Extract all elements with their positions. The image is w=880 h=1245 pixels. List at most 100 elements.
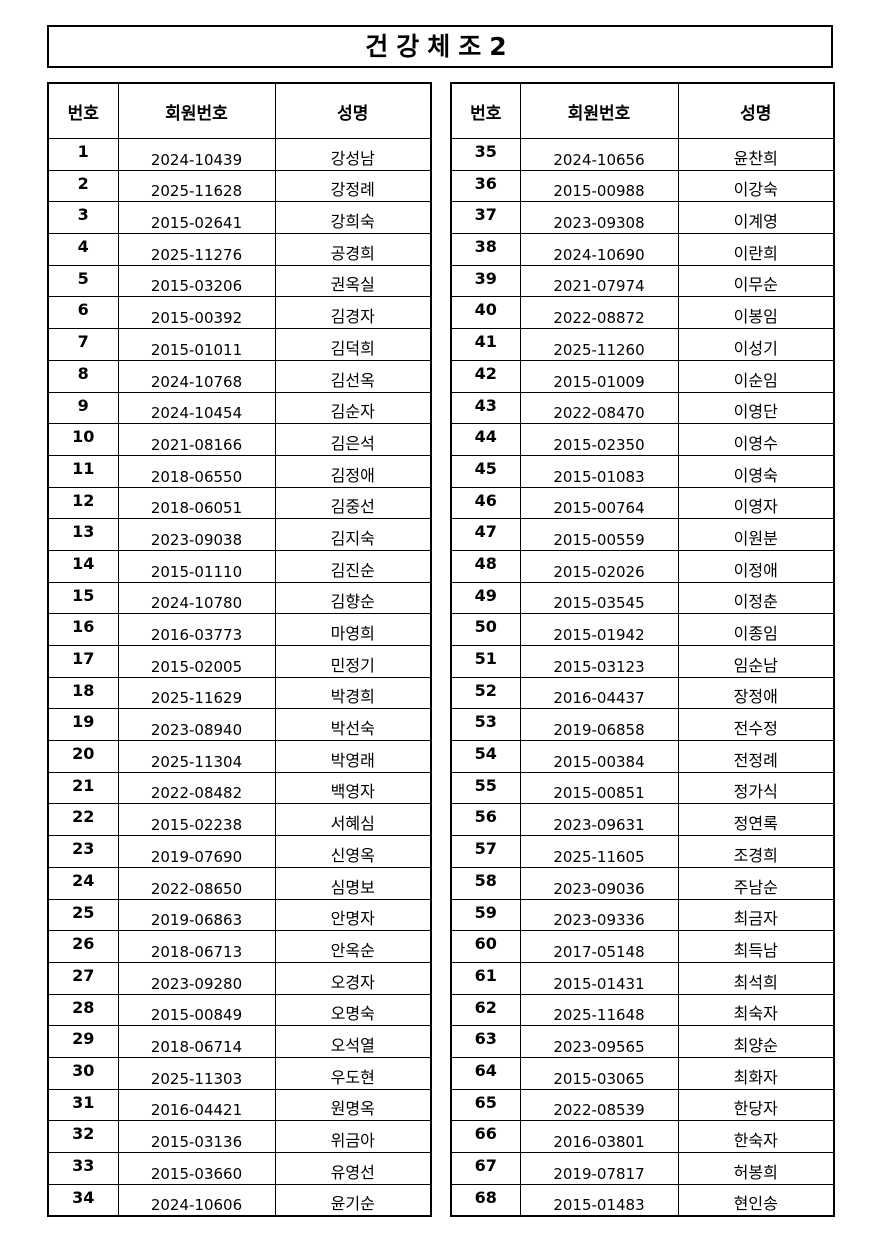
row-number: 48 [450,549,521,583]
member-id: 2015-01942 [519,613,679,646]
member-name: 전수정 [677,708,835,742]
member-name: 이영수 [677,423,835,456]
member-name: 박경희 [274,676,432,710]
table-row: 66 2016-03801 한숙자 [450,1120,835,1153]
member-id: 2023-09308 [519,201,679,235]
row-number: 10 [47,423,119,456]
member-id: 2024-10454 [117,391,276,425]
table-row: 59 2023-09336 최금자 [450,898,835,932]
member-name: 이순임 [677,359,835,393]
member-name: 최숙자 [677,993,835,1027]
member-name: 민정기 [274,645,432,678]
row-number: 22 [47,803,119,837]
member-name: 김정애 [274,454,432,488]
table-row: 42 2015-01009 이순임 [450,359,835,393]
row-number: 17 [47,645,119,678]
row-number: 20 [47,740,119,773]
table-row: 10 2021-08166 김은석 [47,423,432,456]
table-row: 30 2025-11303 우도현 [47,1056,432,1090]
member-id: 2025-11303 [117,1056,276,1090]
table-row: 48 2015-02026 이정애 [450,549,835,583]
row-number: 30 [47,1056,119,1090]
member-id: 2015-03065 [519,1056,679,1090]
member-id: 2022-08482 [117,771,276,805]
table-row: 61 2015-01431 최석희 [450,961,835,995]
member-name: 윤찬희 [677,138,835,171]
table-row: 16 2016-03773 마영희 [47,613,432,646]
table-row: 9 2024-10454 김순자 [47,391,432,425]
row-number: 15 [47,581,119,615]
member-name: 이봉임 [677,296,835,330]
member-name: 한숙자 [677,1120,835,1153]
member-id: 2025-11605 [519,835,679,868]
member-name: 허봉희 [677,1152,835,1185]
member-id: 2019-07817 [519,1152,679,1185]
column-header: 성명 [677,82,835,139]
table-header: 번호 회원번호 성명 [47,82,432,139]
member-name: 공경희 [274,233,432,266]
member-name: 조경희 [677,835,835,868]
table-row: 23 2019-07690 신영옥 [47,835,432,868]
row-number: 1 [47,138,119,171]
table-row: 15 2024-10780 김향순 [47,581,432,615]
table-row: 19 2023-08940 박선숙 [47,708,432,742]
table-row: 41 2025-11260 이성기 [450,328,835,361]
member-id: 2015-02005 [117,645,276,678]
member-id: 2023-09631 [519,803,679,837]
row-number: 33 [47,1152,119,1185]
row-number: 61 [450,961,521,995]
member-id: 2015-00764 [519,486,679,520]
table-row: 20 2025-11304 박영래 [47,740,432,773]
member-name: 김선옥 [274,359,432,393]
table-row: 52 2016-04437 장정애 [450,676,835,710]
column-header: 성명 [274,82,432,139]
member-id: 2019-06858 [519,708,679,742]
row-number: 21 [47,771,119,805]
table-row: 54 2015-00384 전정례 [450,740,835,773]
column-header: 번호 [47,82,119,139]
member-name: 권옥실 [274,264,432,298]
member-name: 유영선 [274,1152,432,1185]
member-id: 2016-03801 [519,1120,679,1153]
member-name: 원명옥 [274,1088,432,1122]
member-name: 강성남 [274,138,432,171]
page-title: 건강체조2 [47,25,833,68]
member-name: 서혜심 [274,803,432,837]
member-id: 2023-09280 [117,961,276,995]
row-number: 64 [450,1056,521,1090]
table-row: 67 2019-07817 허봉희 [450,1152,835,1185]
table-row: 26 2018-06713 안옥순 [47,930,432,963]
member-id: 2025-11304 [117,740,276,773]
row-number: 13 [47,518,119,551]
member-id: 2022-08872 [519,296,679,330]
table-row: 57 2025-11605 조경희 [450,835,835,868]
member-id: 2023-08940 [117,708,276,742]
row-number: 49 [450,581,521,615]
row-number: 19 [47,708,119,742]
row-number: 9 [47,391,119,425]
row-number: 47 [450,518,521,551]
row-number: 35 [450,138,521,171]
row-number: 5 [47,264,119,298]
member-table: 번호 회원번호 성명 35 2024-10656 윤찬희 36 2015-00988 이강숙 37… [450,82,835,1218]
table-row: 21 2022-08482 백영자 [47,771,432,805]
member-id: 2016-04421 [117,1088,276,1122]
table-row: 43 2022-08470 이영단 [450,391,835,425]
member-id: 2015-01110 [117,549,276,583]
table-row: 11 2018-06550 김정애 [47,454,432,488]
member-name: 이강숙 [677,169,835,203]
member-name: 박영래 [274,740,432,773]
row-number: 25 [47,898,119,932]
member-name: 오석열 [274,1025,432,1058]
table-row: 63 2023-09565 최양순 [450,1025,835,1058]
header-row: 번호 회원번호 성명 [47,82,432,139]
row-number: 65 [450,1088,521,1122]
member-name: 김경자 [274,296,432,330]
table-row: 2 2025-11628 강정례 [47,169,432,203]
member-name: 김중선 [274,486,432,520]
column-header: 번호 [450,82,521,139]
member-table: 번호 회원번호 성명 1 2024-10439 강성남 2 2025-11628 강정례 3 201… [47,82,432,1218]
member-name: 주남순 [677,866,835,900]
member-name: 백영자 [274,771,432,805]
member-name: 김덕희 [274,328,432,361]
